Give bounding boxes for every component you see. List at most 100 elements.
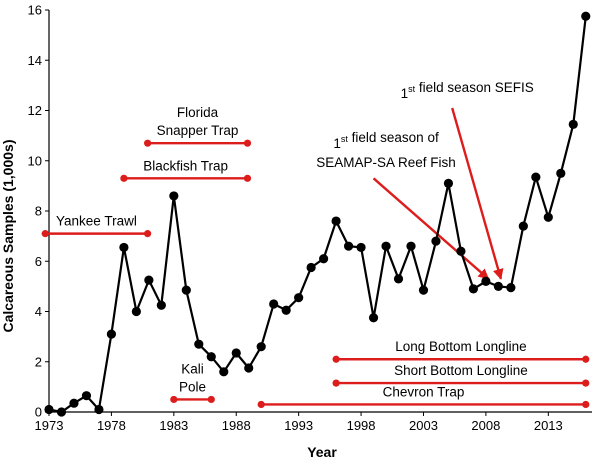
data-point <box>581 11 591 21</box>
gear-line-end-cap <box>243 139 252 147</box>
data-point <box>356 242 366 253</box>
field-season-label-part: field season of <box>348 130 439 145</box>
x-tick-label: 1983 <box>159 418 188 433</box>
gear-line-end-cap <box>582 379 590 387</box>
y-tick-label: 8 <box>35 204 42 219</box>
data-point <box>406 241 416 251</box>
data-point <box>119 242 129 253</box>
field-season-label: SEAMAP-SA Reef Fish <box>316 155 456 170</box>
gear-line-end-cap <box>243 174 252 182</box>
data-point <box>231 348 241 358</box>
gear-line-end-cap <box>144 230 152 238</box>
y-tick-label: 4 <box>35 304 42 319</box>
data-point <box>169 191 179 201</box>
gear-label: Florida <box>177 105 219 120</box>
gear-line-start-cap <box>257 400 265 409</box>
gear-line-start-cap <box>170 395 178 404</box>
gear-line-start-cap <box>332 379 340 387</box>
data-point <box>94 404 104 415</box>
data-point <box>393 274 404 284</box>
ordinal-superscript: st <box>341 134 349 144</box>
data-point <box>56 407 67 417</box>
field-season-label: 1st field season SEFIS <box>401 80 534 101</box>
data-point <box>381 241 391 251</box>
y-tick-label: 6 <box>35 254 42 269</box>
gear-label: Snapper Trap <box>157 123 239 138</box>
data-point <box>69 398 79 408</box>
field-season-label-part: 1 <box>401 86 409 101</box>
data-point <box>144 275 154 285</box>
data-point <box>44 404 54 415</box>
data-point <box>319 254 329 264</box>
gear-annotations: Yankee Trawl Blackfish Trap Florida Snapper… <box>41 80 590 409</box>
y-tick-label: 14 <box>28 53 42 68</box>
gear-line-start-cap <box>120 174 128 182</box>
data-point <box>206 352 216 362</box>
y-tick-label: 2 <box>35 354 42 369</box>
x-tick-label: 1978 <box>97 418 126 433</box>
gear-line-start-cap <box>144 139 152 147</box>
data-point <box>81 391 92 401</box>
x-tick-label: 1993 <box>284 418 313 433</box>
data-point <box>281 305 291 315</box>
x-tick-label: 1988 <box>222 418 251 433</box>
field-season-arrow <box>372 177 490 280</box>
data-point <box>468 284 479 294</box>
x-tick-label: 1998 <box>347 418 376 433</box>
gear-label: Blackfish Trap <box>143 158 228 173</box>
x-tick-label: 1973 <box>35 418 64 433</box>
gear-label: Yankee Trawl <box>56 214 137 229</box>
data-point <box>431 236 441 246</box>
data-point <box>456 246 466 256</box>
gear-label: Long Bottom Longline <box>395 339 526 354</box>
data-point <box>543 212 553 222</box>
data-point <box>219 367 229 377</box>
data-point <box>131 306 141 317</box>
x-axis-label: Year <box>307 444 337 460</box>
gear-label: Pole <box>179 379 206 394</box>
x-tick-label: 2003 <box>409 418 438 433</box>
y-tick-label: 12 <box>28 103 42 118</box>
gear-label: Kali <box>181 361 204 376</box>
data-point <box>331 216 341 226</box>
data-point <box>256 342 266 352</box>
data-point <box>531 172 541 182</box>
field-season-label: 1st field season of <box>333 130 439 151</box>
data-point <box>194 339 204 349</box>
y-tick-label: 16 <box>28 3 42 18</box>
axes: 0 2 4 6 8 10 12 14 16 1973 1978 1983 1988 1993 1998 200… <box>28 3 592 433</box>
data-point <box>443 178 454 188</box>
gear-line-start-cap <box>41 230 49 238</box>
data-point <box>506 283 516 293</box>
data-point <box>306 262 316 273</box>
data-point <box>181 285 191 295</box>
data-point <box>481 276 491 286</box>
data-point <box>156 300 166 310</box>
data-point <box>343 241 354 251</box>
data-point <box>244 363 254 373</box>
field-season-arrow <box>451 107 504 280</box>
y-axis-label: Calcareous Samples (1,000s) <box>0 140 16 333</box>
y-tick-label: 10 <box>28 153 42 168</box>
data-point <box>269 299 279 309</box>
ordinal-superscript: st <box>408 84 416 94</box>
field-season-label-part: field season SEFIS <box>415 80 534 95</box>
x-tick-label: 2008 <box>471 418 500 433</box>
data-point <box>106 329 117 339</box>
gear-line-end-cap <box>207 395 215 404</box>
series-calcareous-samples <box>44 11 591 417</box>
data-point <box>418 285 429 295</box>
data-point <box>368 313 379 323</box>
data-point <box>556 168 566 178</box>
data-point <box>493 281 503 291</box>
x-tick-label: 2013 <box>534 418 563 433</box>
gear-label: Chevron Trap <box>383 384 465 399</box>
gear-line-start-cap <box>332 355 340 363</box>
field-season-label-part: SEAMAP-SA Reef Fish <box>316 155 456 170</box>
data-point <box>568 119 578 129</box>
data-point <box>294 293 304 303</box>
gear-label: Short Bottom Longline <box>394 363 528 378</box>
field-season-label-part: 1 <box>333 136 341 151</box>
data-point <box>518 221 528 231</box>
